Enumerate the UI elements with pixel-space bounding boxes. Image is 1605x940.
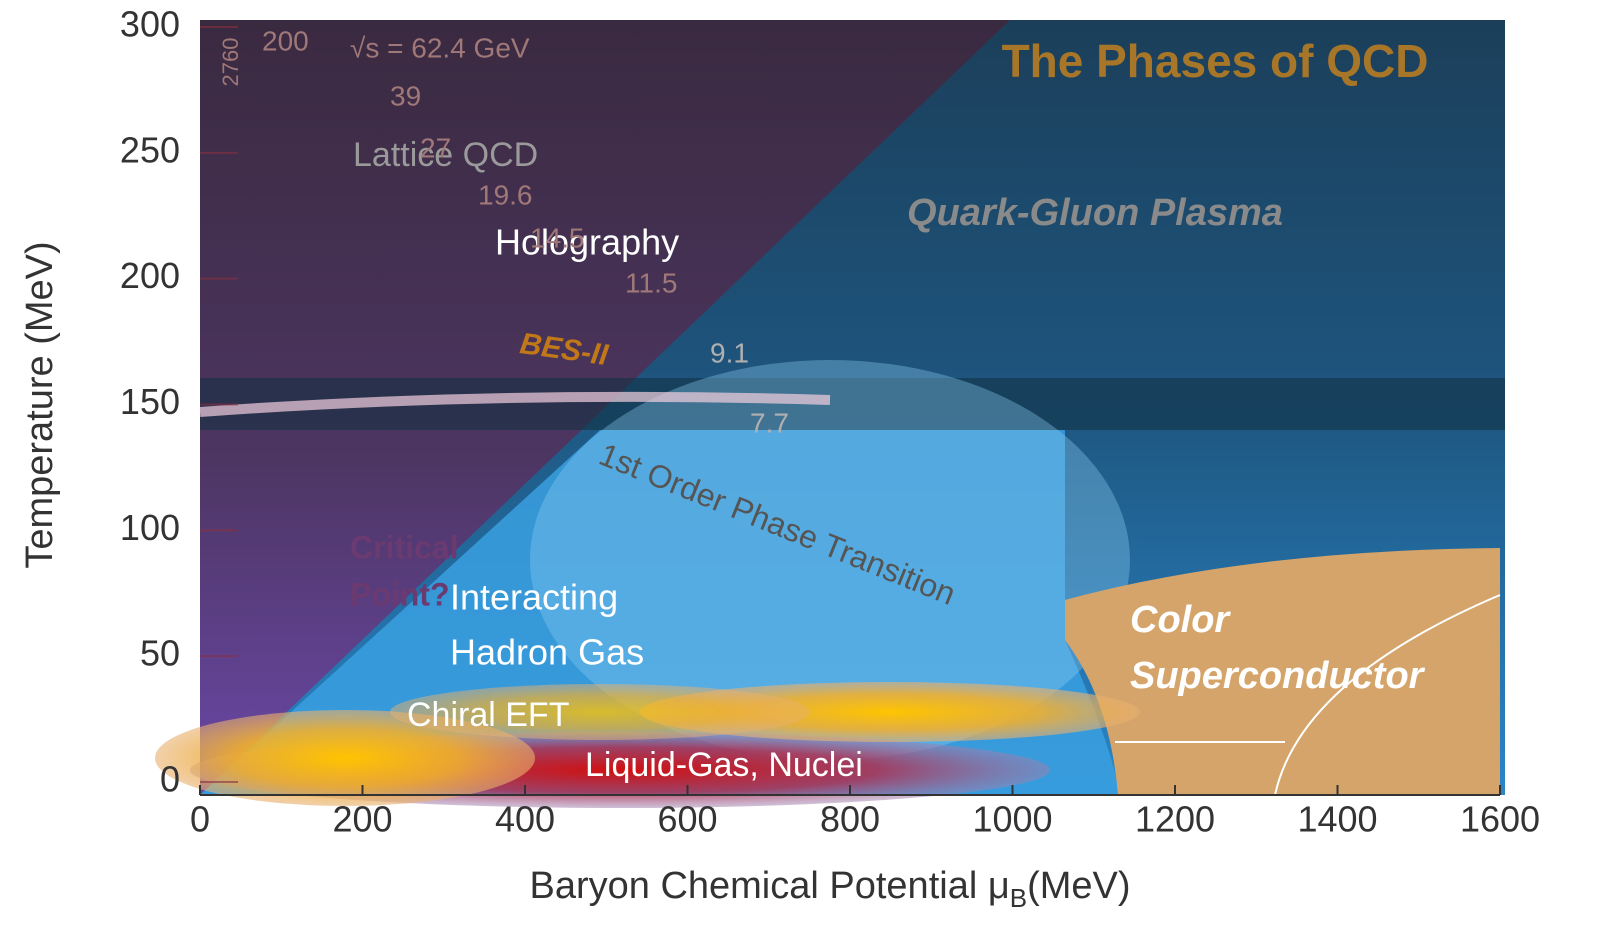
crossover-line [199,391,831,417]
annotation: Critical [350,529,458,565]
annotation: Point? [350,576,450,612]
y-tick-label: 300 [120,4,180,45]
y-tick-label: 150 [120,381,180,422]
annotation: 200 [262,25,309,56]
superconductor-region [1065,548,1500,795]
x-label-unit: (MeV) [1027,865,1130,907]
y-axis-label: Temperature (MeV) [19,241,61,568]
y-tick-label: 200 [120,255,180,296]
y-tick-label: 250 [120,129,180,170]
annotation: Holography [495,222,679,263]
x-tick-label: 200 [332,799,392,840]
x-label-main: Baryon Chemical Potential μ [529,865,1009,907]
annotation: 9.1 [710,337,749,368]
x-tick-label: 1200 [1135,799,1215,840]
x-tick-label: 1400 [1297,799,1377,840]
annotation: Color [1130,599,1231,641]
x-tick-label: 400 [495,799,555,840]
annotation: 11.5 [625,267,677,298]
chiral-eft-region [390,684,810,740]
x-axis-label: Baryon Chemical Potential μB(MeV) [529,865,1130,913]
annotation: 2760 [218,38,243,87]
annotation: 7.7 [750,407,789,438]
x-tick-label: 1600 [1460,799,1540,840]
annotation: 39 [390,80,421,111]
annotation: 27 [420,132,451,163]
x-tick-label: 1000 [972,799,1052,840]
chiral-eft-region [155,710,535,806]
annotation: 14.5 [530,222,585,253]
y-tick-label: 50 [140,633,180,674]
annotation: Quark-Gluon Plasma [907,192,1283,234]
x-label-sub: B [1010,883,1027,913]
annotation: Superconductor [1130,655,1426,697]
x-tick-label: 0 [190,799,210,840]
annotation: 19.6 [478,179,533,210]
phase-line [1274,594,1501,796]
annotation: Hadron Gas [450,632,644,673]
y-tick-label: 100 [120,507,180,548]
regions [155,20,1505,808]
annotation: Lattice QCD [353,136,538,174]
chart-title: The Phases of QCD [1002,35,1429,87]
hadron-glow [530,360,1130,760]
y-tick-label: 0 [160,759,180,800]
x-tick-label: 600 [657,799,717,840]
x-tick-label: 800 [820,799,880,840]
annotation: √s = 62.4 GeV [350,32,530,63]
annotation: Chiral EFT [407,696,569,734]
annotation: Liquid-Gas, Nuclei [585,746,863,784]
annotation: Interacting [450,577,618,618]
